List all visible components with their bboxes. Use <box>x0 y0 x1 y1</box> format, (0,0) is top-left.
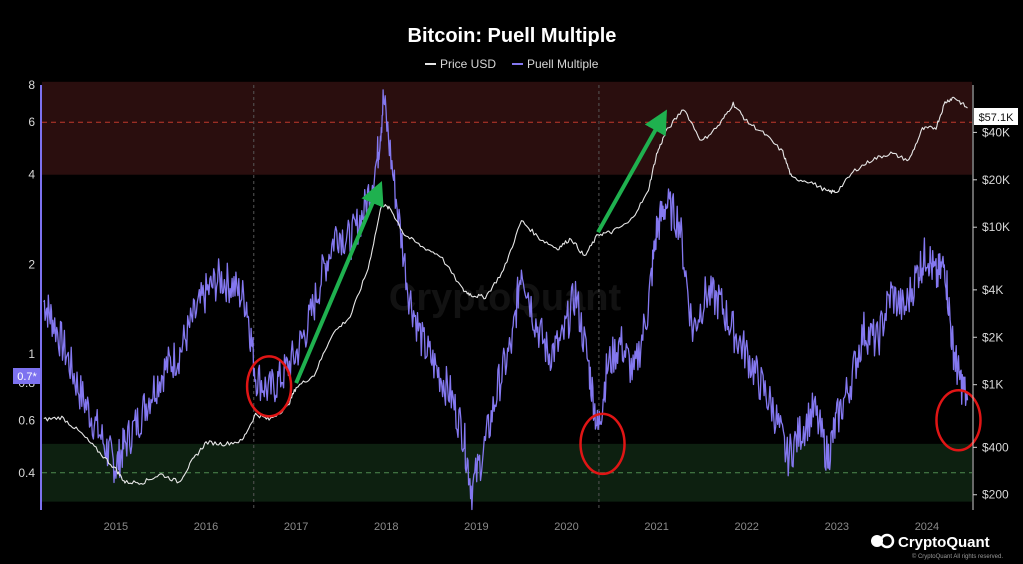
x-tick-label: 2022 <box>734 521 758 533</box>
current-price-label: $57.1K <box>979 112 1015 124</box>
right-tick-label: $2K <box>982 330 1003 344</box>
current-price-marker: $57.1K <box>974 108 1018 125</box>
left-tick-label: 4 <box>28 168 35 182</box>
chart-title: Bitcoin: Puell Multiple <box>408 25 617 47</box>
annotation-layer <box>245 109 982 476</box>
puell-multiple-line <box>43 89 969 511</box>
highlight-circle-2 <box>935 389 982 452</box>
x-tick-label: 2016 <box>194 521 218 533</box>
brand-logo-icon-ring <box>879 533 895 549</box>
legend: Price USD Puell Multiple <box>425 57 599 71</box>
right-tick-label: $40K <box>982 125 1010 139</box>
current-puell-box <box>13 368 41 384</box>
left-tick-label: 0.4 <box>18 466 35 480</box>
brand-logo-icon <box>871 535 883 547</box>
x-tick-label: 2024 <box>915 521 939 533</box>
overheated-band <box>42 81 972 175</box>
x-axis-ticks: 2015 2016 2017 2018 2019 2020 2021 2022 2023 2024 <box>104 521 940 533</box>
gridlines <box>42 85 972 510</box>
current-puell-label: 0.7* <box>17 371 37 383</box>
highlight-circle-0 <box>245 355 293 418</box>
x-tick-label: 2020 <box>554 521 578 533</box>
left-tick-label: 1 <box>28 347 35 361</box>
left-tick-label: 6 <box>28 115 35 129</box>
legend-puell-label[interactable]: Puell Multiple <box>527 57 599 71</box>
series-layer <box>43 89 969 511</box>
brand-name: CryptoQuant <box>898 534 990 551</box>
x-tick-label: 2019 <box>464 521 488 533</box>
right-axis-ticks: $40K $20K $10K $4K $2K $1K $400 $200 <box>973 125 1010 502</box>
x-tick-label: 2023 <box>825 521 849 533</box>
x-tick-label: 2015 <box>104 521 128 533</box>
brand-logo: CryptoQuant © CryptoQuant All rights res… <box>871 533 1003 560</box>
current-puell-marker: 0.7* <box>13 368 41 384</box>
growth-arrow-2017 <box>294 180 384 384</box>
x-tick-label: 2017 <box>284 521 308 533</box>
growth-arrow-2021 <box>596 109 667 234</box>
right-tick-label: $200 <box>982 488 1009 502</box>
price-usd-line <box>43 96 968 485</box>
highlight-circle-1 <box>579 412 626 476</box>
right-tick-label: $1K <box>982 378 1003 392</box>
x-tick-label: 2018 <box>374 521 398 533</box>
left-tick-label: 2 <box>28 257 35 271</box>
right-tick-label: $10K <box>982 220 1010 234</box>
right-tick-label: $400 <box>982 440 1009 454</box>
brand-copyright: © CryptoQuant All rights reserved. <box>912 553 1003 560</box>
watermark: CryptoQuant <box>389 277 622 319</box>
legend-price-label[interactable]: Price USD <box>440 57 496 71</box>
x-tick-label: 2021 <box>644 521 668 533</box>
current-price-box <box>974 108 1018 125</box>
right-tick-label: $4K <box>982 283 1003 297</box>
left-tick-label: 0.6 <box>18 413 35 427</box>
right-tick-label: $20K <box>982 173 1010 187</box>
left-tick-label: 8 <box>28 78 35 92</box>
